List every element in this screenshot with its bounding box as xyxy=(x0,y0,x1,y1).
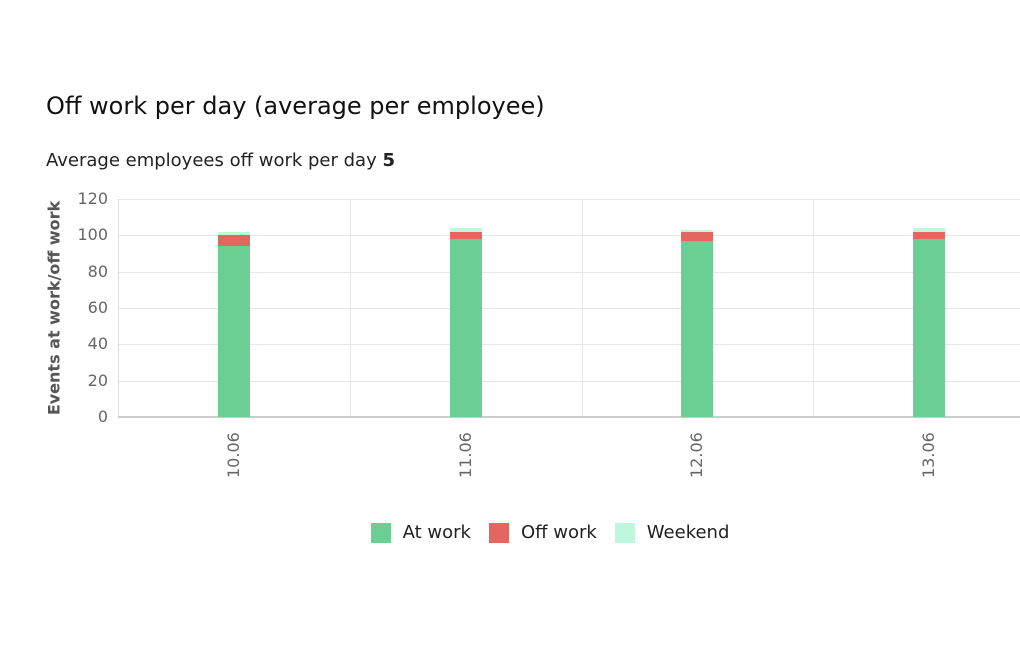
legend-item-off-work[interactable]: Off work xyxy=(488,522,597,543)
legend-label: Off work xyxy=(520,522,597,543)
horizontal-gridline xyxy=(118,271,1020,273)
x-tick-label: 12.06 xyxy=(687,432,707,478)
legend-item-at-work[interactable]: At work xyxy=(370,522,471,543)
legend-swatch-icon xyxy=(370,522,391,543)
y-tick-label: 100 xyxy=(77,225,108,245)
y-tick-label: 60 xyxy=(87,298,108,317)
bar-segment-at-work[interactable] xyxy=(217,246,250,417)
bar-segment-off-work[interactable] xyxy=(217,235,250,247)
subtitle-label: Average employees off work per day xyxy=(46,150,377,171)
y-tick-label: 20 xyxy=(87,370,108,390)
vertical-gridline xyxy=(581,199,583,417)
bar-segment-at-work[interactable] xyxy=(449,238,482,417)
bar-segment-off-work[interactable] xyxy=(913,231,946,239)
chart-title: Off work per day (average per employee) xyxy=(46,92,545,120)
bar-segment-weekend[interactable] xyxy=(449,228,482,232)
bar-10.06[interactable] xyxy=(217,231,250,417)
legend-item-weekend[interactable]: Weekend xyxy=(614,522,730,543)
vertical-gridline xyxy=(813,199,815,417)
x-axis-line xyxy=(118,416,1020,418)
y-tick-label: 0 xyxy=(97,407,108,426)
bar-12.06[interactable] xyxy=(681,229,714,417)
plot-area xyxy=(118,199,1020,418)
y-tick-label: 80 xyxy=(87,261,108,281)
bar-segment-weekend[interactable] xyxy=(217,231,250,236)
chart-legend: At work Off work Weekend xyxy=(0,522,1020,543)
x-tick-label: 13.06 xyxy=(919,432,939,478)
subtitle-value: 5 xyxy=(382,150,395,171)
legend-swatch-icon xyxy=(488,522,509,543)
horizontal-gridline xyxy=(118,344,1020,346)
bar-segment-weekend[interactable] xyxy=(913,228,946,232)
horizontal-gridline xyxy=(118,308,1020,309)
legend-label: At work xyxy=(402,522,471,543)
vertical-gridline xyxy=(349,199,351,417)
bar-segment-off-work[interactable] xyxy=(449,231,482,239)
horizontal-gridline xyxy=(118,380,1020,382)
horizontal-gridline xyxy=(118,235,1020,237)
bar-11.06[interactable] xyxy=(449,228,482,417)
x-tick-label: 11.06 xyxy=(455,432,475,478)
horizontal-gridline xyxy=(118,199,1020,200)
bar-segment-at-work[interactable] xyxy=(913,238,946,417)
legend-label: Weekend xyxy=(646,522,730,543)
bar-13.06[interactable] xyxy=(913,228,946,417)
y-tick-label: 120 xyxy=(77,189,108,208)
y-tick-label: 40 xyxy=(87,334,108,354)
bar-segment-at-work[interactable] xyxy=(681,240,714,417)
chart-subtitle: Average employees off work per day 5 xyxy=(46,150,395,171)
x-tick-label: 10.06 xyxy=(223,432,243,478)
legend-swatch-icon xyxy=(614,522,635,543)
bar-segment-weekend[interactable] xyxy=(681,229,714,232)
y-axis-line xyxy=(118,199,119,417)
bar-segment-off-work[interactable] xyxy=(681,231,714,241)
